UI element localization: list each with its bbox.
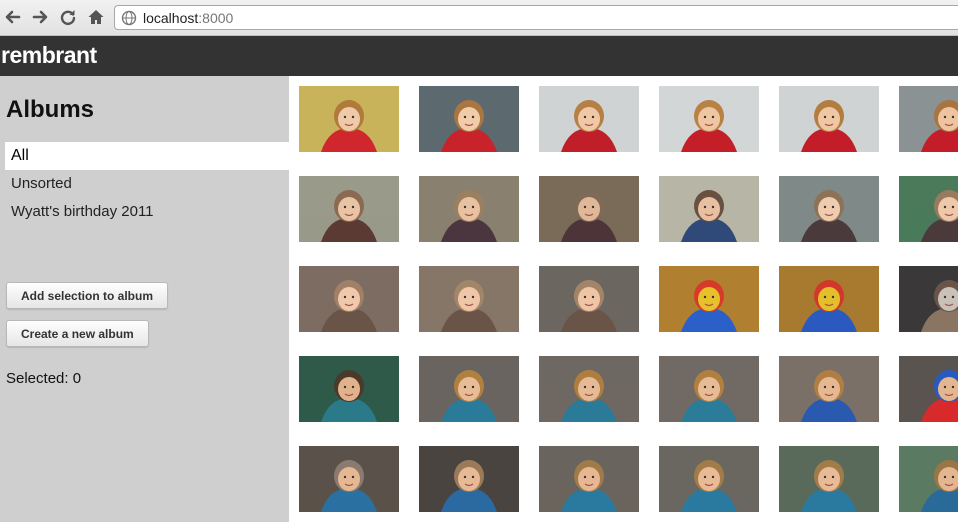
photo-thumbnail[interactable] [419, 176, 519, 242]
photo-thumbnail[interactable] [899, 176, 958, 242]
photo-thumbnail[interactable] [659, 86, 759, 152]
photo-thumbnail[interactable] [299, 86, 399, 152]
albums-heading: Albums [6, 96, 95, 123]
photo-thumbnail[interactable] [419, 356, 519, 422]
browser-toolbar: localhost:8000 [0, 0, 958, 36]
url-port: :8000 [198, 9, 234, 26]
globe-icon [121, 10, 137, 25]
photo-thumbnail[interactable] [899, 356, 958, 422]
photo-thumbnail[interactable] [659, 446, 759, 512]
album-item-all[interactable]: All [5, 142, 289, 170]
forward-arrow-icon[interactable] [29, 6, 51, 28]
photo-thumbnail[interactable] [419, 266, 519, 332]
album-list: All Unsorted Wyatt's birthday 2011 [5, 142, 289, 226]
photo-thumbnail[interactable] [779, 356, 879, 422]
app-header: rembrant [0, 36, 958, 76]
photo-thumbnail[interactable] [419, 86, 519, 152]
photo-thumbnail[interactable] [779, 176, 879, 242]
selected-count: Selected: 0 [6, 370, 82, 387]
photo-thumbnail[interactable] [299, 176, 399, 242]
photo-thumbnail[interactable] [659, 356, 759, 422]
photo-thumbnail[interactable] [539, 356, 639, 422]
sidebar: Albums All Unsorted Wyatt's birthday 201… [0, 76, 289, 522]
photo-thumbnail[interactable] [299, 266, 399, 332]
brand-logo[interactable]: rembrant [1, 42, 97, 68]
photo-thumbnail[interactable] [899, 86, 958, 152]
photo-thumbnail[interactable] [779, 86, 879, 152]
url-text: localhost:8000 [143, 10, 233, 26]
photo-thumbnail[interactable] [539, 266, 639, 332]
reload-icon[interactable] [57, 6, 79, 28]
photo-thumbnail[interactable] [539, 176, 639, 242]
add-selection-to-album-button[interactable]: Add selection to album [6, 282, 169, 309]
photo-thumbnail[interactable] [539, 86, 639, 152]
url-host: localhost [143, 9, 199, 26]
photo-thumbnail[interactable] [299, 446, 399, 512]
photo-thumbnail[interactable] [419, 446, 519, 512]
photo-thumbnail[interactable] [779, 266, 879, 332]
photo-thumbnail[interactable] [899, 446, 958, 512]
album-item-unsorted[interactable]: Unsorted [11, 175, 72, 192]
photo-thumbnail[interactable] [779, 446, 879, 512]
photo-thumbnail[interactable] [659, 266, 759, 332]
home-icon[interactable] [85, 6, 107, 28]
album-item-wyatts-birthday-2011[interactable]: Wyatt's birthday 2011 [11, 203, 154, 220]
photo-thumbnail[interactable] [659, 176, 759, 242]
create-new-album-button[interactable]: Create a new album [6, 320, 149, 347]
photo-thumbnail[interactable] [539, 446, 639, 512]
photo-grid [289, 76, 958, 522]
address-bar[interactable]: localhost:8000 [114, 5, 958, 30]
photo-thumbnail[interactable] [299, 356, 399, 422]
photo-thumbnail[interactable] [899, 266, 958, 332]
back-arrow-icon[interactable] [2, 6, 24, 28]
